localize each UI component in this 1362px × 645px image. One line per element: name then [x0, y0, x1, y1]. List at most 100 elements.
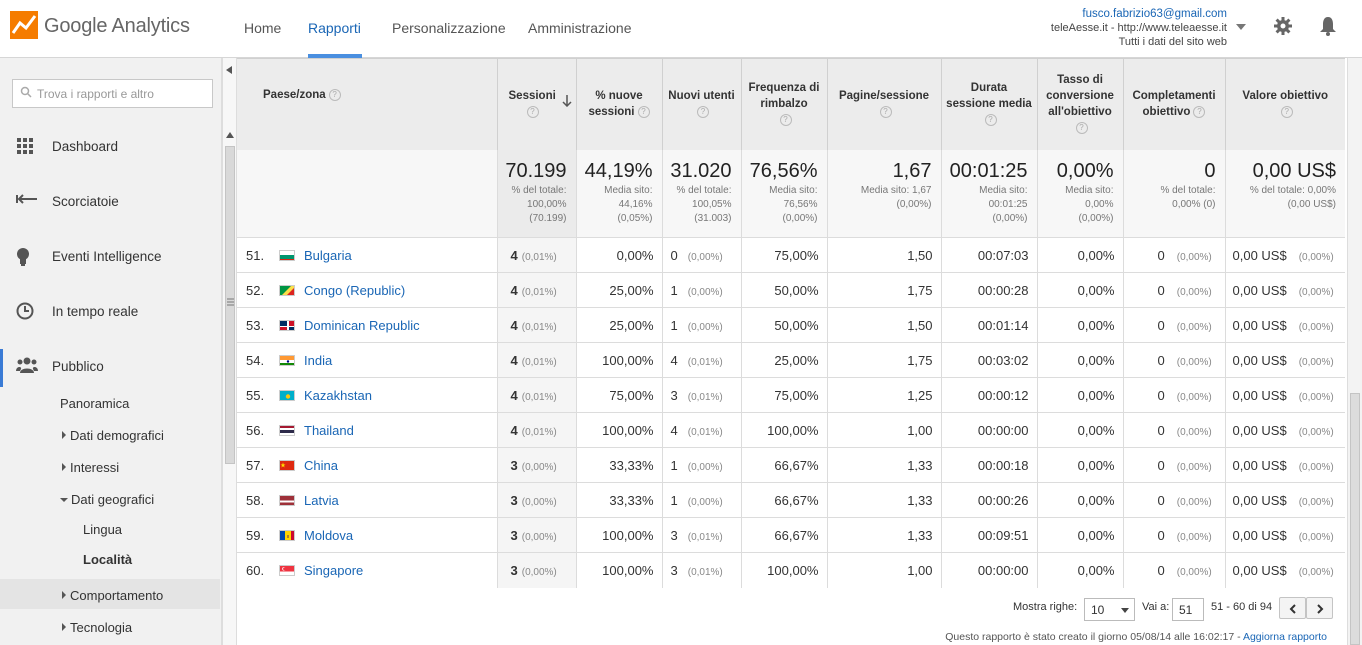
- country-link[interactable]: China: [304, 457, 338, 473]
- sessions-value: 3: [510, 562, 518, 578]
- nav-reports[interactable]: Rapporti: [308, 20, 361, 36]
- country-link[interactable]: Bulgaria: [304, 247, 352, 263]
- goal-value-pct: (0,00%): [1298, 496, 1334, 508]
- duration-cell: 00:00:12: [940, 377, 1037, 413]
- col-new-users[interactable]: Nuovi utenti?: [661, 58, 741, 150]
- refresh-report-link[interactable]: Aggiorna rapporto: [1242, 631, 1327, 643]
- created-text: Questo rapporto è stato creato il giorno…: [945, 631, 1241, 643]
- account-property: teleAesse.it - http://www.teleaesse.it: [1050, 22, 1227, 34]
- help-icon[interactable]: ?: [526, 106, 539, 119]
- duration-cell: 00:00:18: [940, 447, 1037, 483]
- conversion-cell: 0,00%: [1036, 482, 1123, 518]
- help-icon[interactable]: ?: [1193, 106, 1206, 119]
- search-icon: [20, 86, 32, 101]
- account-selector[interactable]: fusco.fabrizio63@gmail.com teleAesse.it …: [1051, 7, 1227, 49]
- country-link[interactable]: Dominican Republic: [304, 317, 420, 333]
- col-new-sessions[interactable]: % nuove sessioni?: [575, 58, 662, 150]
- country-link[interactable]: Congo (Republic): [304, 282, 406, 298]
- help-icon[interactable]: ?: [984, 114, 997, 127]
- account-dropdown-icon[interactable]: [1236, 24, 1246, 30]
- col-value[interactable]: Valore obiettivo?: [1224, 58, 1345, 150]
- help-icon[interactable]: ?: [1280, 106, 1293, 119]
- help-icon[interactable]: ?: [697, 106, 709, 119]
- expand-arrow-icon: [62, 463, 66, 471]
- sidebar-item-shortcuts[interactable]: Scorciatoie: [0, 183, 220, 223]
- sidebar-sub-label: Interessi: [70, 460, 120, 475]
- country-cell: 53. Dominican Republic: [237, 307, 497, 343]
- value-cell: 0,00 US$ (0,00%): [1224, 517, 1345, 553]
- goal-value: 0,00 US$: [1232, 457, 1287, 473]
- sidebar-item-audience[interactable]: Pubblico: [0, 348, 220, 388]
- nav-customize[interactable]: Personalizzazione: [392, 20, 506, 36]
- rows-per-page-select[interactable]: 10: [1084, 598, 1135, 621]
- country-link[interactable]: Moldova: [304, 527, 354, 543]
- expand-arrow-icon: [62, 591, 66, 599]
- gear-icon[interactable]: [1274, 17, 1292, 38]
- help-icon[interactable]: ?: [879, 106, 892, 119]
- help-icon[interactable]: ?: [328, 89, 341, 101]
- sessions-cell: 4 (0,01%): [496, 342, 576, 378]
- country-flag-icon: [279, 564, 295, 576]
- sidebar-sub-overview[interactable]: Panoramica: [60, 396, 130, 411]
- new-users-value: 3: [670, 527, 678, 543]
- col-duration[interactable]: Durata sessione media?: [940, 58, 1037, 150]
- chevron-down-icon: [1121, 608, 1129, 613]
- completions-cell: 0 (0,00%): [1122, 412, 1225, 448]
- help-icon[interactable]: ?: [1075, 122, 1088, 135]
- completions-value: 0: [1157, 422, 1165, 438]
- sort-desc-icon[interactable]: [561, 95, 572, 107]
- page-scroll-thumb[interactable]: [1350, 393, 1360, 645]
- sidebar-technology[interactable]: Tecnologia: [62, 620, 132, 635]
- next-page-button[interactable]: [1306, 597, 1333, 619]
- col-bounce[interactable]: Frequenza di rimbalzo?: [740, 58, 827, 150]
- col-sessions[interactable]: Sessioni?: [496, 58, 576, 150]
- prev-page-button[interactable]: [1279, 597, 1306, 619]
- sidebar-scrollbar[interactable]: [222, 58, 237, 645]
- country-cell: 59. Moldova: [237, 517, 497, 553]
- col-completions[interactable]: Completamenti obiettivo?: [1122, 58, 1225, 150]
- help-icon[interactable]: ?: [637, 106, 650, 119]
- scroll-up-icon[interactable]: [226, 132, 234, 138]
- completions-value: 0: [1157, 457, 1165, 473]
- table-row: 56. Thailand 4 (0,01%) 100,00% 4 (0,01%) 100,00…: [237, 412, 1345, 448]
- sessions-value: 4: [510, 282, 518, 298]
- help-icon[interactable]: ?: [779, 114, 792, 127]
- search-input[interactable]: Trova i rapporti e altro: [12, 79, 213, 108]
- page-scrollbar[interactable]: [1347, 58, 1362, 645]
- sidebar-sub-location[interactable]: Località: [83, 552, 133, 567]
- sessions-cell: 3 (0,00%): [496, 517, 576, 553]
- google-analytics-logo[interactable]: Google Analytics: [10, 11, 190, 42]
- collapse-sidebar-icon[interactable]: [226, 66, 234, 74]
- new-users-pct: (0,00%): [687, 496, 723, 508]
- new-users-cell: 3 (0,01%): [661, 552, 741, 588]
- country-link[interactable]: Kazakhstan: [304, 387, 372, 403]
- sidebar-sub-language[interactable]: Lingua: [83, 522, 123, 537]
- country-link[interactable]: India: [304, 352, 333, 368]
- new-users-cell: 1 (0,00%): [661, 307, 741, 343]
- nav-home[interactable]: Home: [244, 20, 282, 36]
- sidebar-sub-label: Dati demografici: [70, 428, 164, 443]
- country-link[interactable]: Latvia: [304, 492, 339, 508]
- total-value: 0,00 US$% del totale: 0,00% (0,00 US$): [1224, 149, 1345, 238]
- sidebar-item-dashboard[interactable]: Dashboard: [0, 128, 220, 168]
- country-link[interactable]: Singapore: [304, 562, 364, 578]
- sidebar-item-intelligence[interactable]: Eventi Intelligence: [0, 238, 220, 278]
- new-users-cell: 3 (0,01%): [661, 377, 741, 413]
- country-cell: 57. China: [237, 447, 497, 483]
- goto-row-input[interactable]: 51: [1172, 598, 1204, 621]
- sidebar-item-realtime[interactable]: In tempo reale: [0, 293, 220, 333]
- new-sessions-cell: 100,00%: [575, 517, 662, 553]
- sidebar-behavior[interactable]: Comportamento: [62, 588, 163, 603]
- row-rank: 53.: [246, 317, 265, 333]
- top-bar: Google Analytics Home Rapporti Personali…: [0, 0, 1362, 58]
- col-country[interactable]: Paese/zona?: [237, 58, 497, 150]
- sidebar-sub-interests[interactable]: Interessi: [62, 460, 119, 475]
- col-conversion[interactable]: Tasso di conversione all'obiettivo?: [1036, 58, 1123, 150]
- bell-icon[interactable]: [1319, 16, 1337, 39]
- col-pages[interactable]: Pagine/sessione?: [826, 58, 941, 150]
- header-label: Durata sessione media: [946, 82, 1032, 111]
- nav-admin[interactable]: Amministrazione: [528, 20, 632, 36]
- sidebar-sub-geo[interactable]: Dati geografici: [60, 492, 154, 507]
- sidebar-sub-demographics[interactable]: Dati demografici: [62, 428, 164, 443]
- country-link[interactable]: Thailand: [304, 422, 354, 438]
